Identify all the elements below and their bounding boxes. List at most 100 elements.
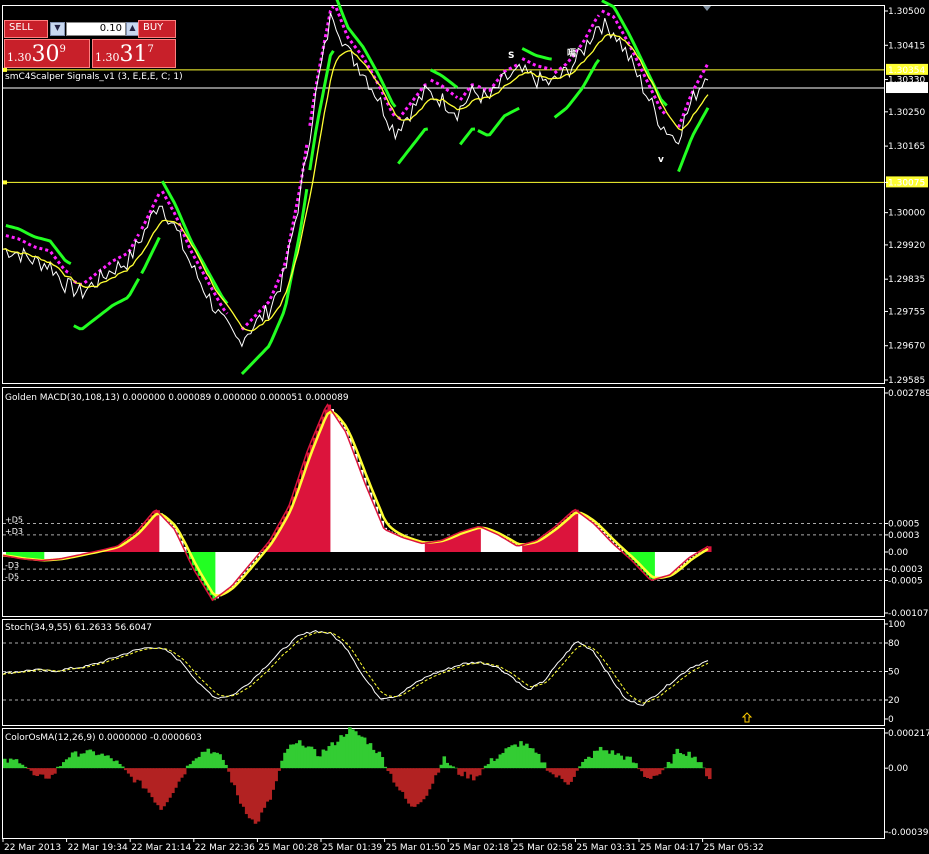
signal-magenta-segment <box>308 5 335 127</box>
osma-bar <box>88 749 93 769</box>
osma-bar <box>439 764 444 769</box>
lot-size-input[interactable]: 0.10 <box>66 22 126 36</box>
sell-price-button[interactable]: 1.30309 <box>4 39 90 68</box>
osma-bar <box>392 768 396 783</box>
macd-pane[interactable] <box>2 387 885 617</box>
macd-histogram-bar <box>486 529 491 552</box>
price-level-label: 1.30075 <box>888 178 925 188</box>
macd-histogram-bar <box>236 551 240 581</box>
osma-bar <box>297 740 302 769</box>
lot-decrease-button[interactable]: ▼ <box>50 22 65 36</box>
macd-histogram-bar <box>575 509 579 552</box>
osma-bar <box>309 746 314 769</box>
price-axis-label: 1.29835 <box>888 275 925 285</box>
price-indicator-title: smC4Scalper Signals_v1 (3, E,E,E, C; 1) <box>5 72 183 82</box>
osma-bar <box>156 768 160 806</box>
macd-histogram-bar <box>209 551 214 596</box>
osma-bar <box>457 768 461 775</box>
macd-histogram-bar <box>445 538 450 552</box>
macd-histogram-bar <box>17 551 22 559</box>
macd-histogram-bar <box>439 540 444 552</box>
macd-histogram-bar <box>483 528 488 552</box>
signal-green-segment <box>160 180 229 305</box>
osma-axis-label: -0.000394 <box>888 828 929 838</box>
osma-bar <box>123 768 128 771</box>
level-handle[interactable] <box>3 180 7 185</box>
osma-bar <box>191 760 196 769</box>
sell-price-main: 30 <box>31 42 60 67</box>
osma-bar <box>3 758 7 769</box>
osma-pane[interactable] <box>2 728 885 839</box>
macd-axis-label: 0.0003 <box>888 531 920 541</box>
osma-bar <box>389 768 393 774</box>
osma-bar <box>528 748 532 769</box>
osma-bar <box>244 768 249 815</box>
osma-bar <box>590 757 594 769</box>
buy-button[interactable]: BUY <box>138 20 176 38</box>
osma-bar <box>696 762 700 769</box>
macd-histogram-bar <box>501 536 506 552</box>
osma-bar <box>277 768 281 771</box>
macd-histogram-bar <box>197 551 202 576</box>
macd-histogram-bar <box>14 551 19 558</box>
osma-bar <box>292 744 296 769</box>
osma-bar <box>522 745 526 769</box>
macd-histogram-bar <box>584 516 588 552</box>
macd-level-label: -D3 <box>5 561 19 570</box>
buy-price-button[interactable]: 1.30317 <box>92 39 176 68</box>
macd-histogram-bar <box>324 409 329 552</box>
macd-histogram-bar <box>536 540 541 552</box>
macd-histogram-bar <box>47 551 51 561</box>
osma-bar <box>29 768 34 771</box>
macd-histogram-bar <box>253 551 258 560</box>
osma-bar <box>150 768 155 798</box>
osma-bar <box>495 758 500 769</box>
osma-bar <box>209 753 214 769</box>
macd-axis-label: 0.0005 <box>888 519 920 529</box>
osma-bar <box>578 766 582 769</box>
osma-bar <box>109 758 113 769</box>
signal-green-segment <box>73 277 141 331</box>
osma-bar <box>115 760 119 769</box>
osma-bar <box>295 743 299 769</box>
osma-bar <box>227 768 231 772</box>
osma-bar <box>625 756 629 769</box>
macd-histogram-bar <box>345 431 349 552</box>
osma-bar <box>206 748 211 769</box>
osma-bar <box>610 750 615 769</box>
osma-bar <box>413 768 417 807</box>
level-handle[interactable] <box>3 67 7 72</box>
osma-bar <box>256 768 261 822</box>
osma-bar <box>572 768 576 777</box>
sell-button[interactable]: SELL <box>4 20 48 38</box>
osma-bar <box>557 768 562 776</box>
osma-bar <box>271 768 275 790</box>
osma-bar <box>371 749 376 769</box>
macd-histogram-bar <box>371 499 376 552</box>
osma-bar <box>11 759 16 769</box>
osma-bar <box>354 731 358 769</box>
macd-histogram-bar <box>56 551 60 560</box>
stoch-pane[interactable] <box>2 619 885 726</box>
macd-histogram-bar <box>410 539 414 552</box>
osma-bar <box>560 768 565 779</box>
macd-histogram-bar <box>460 532 464 552</box>
stoch-axis-label: 80 <box>888 639 900 649</box>
price-label-bg <box>886 63 928 75</box>
osma-bar <box>705 768 709 777</box>
moving-average-line <box>2 33 709 332</box>
macd-histogram-bar <box>333 413 337 552</box>
osma-bar <box>498 754 503 769</box>
osma-bar <box>250 768 255 820</box>
osma-bar <box>50 768 54 775</box>
osma-bar <box>510 745 514 769</box>
osma-bar <box>489 758 494 769</box>
price-pane[interactable] <box>2 5 885 384</box>
signal-marker: 嘕 <box>567 47 576 59</box>
macd-histogram-bar <box>545 533 550 552</box>
osma-bar <box>501 752 506 769</box>
osma-bar <box>513 744 517 769</box>
macd-histogram-bar <box>177 534 181 552</box>
osma-bar <box>539 762 544 769</box>
